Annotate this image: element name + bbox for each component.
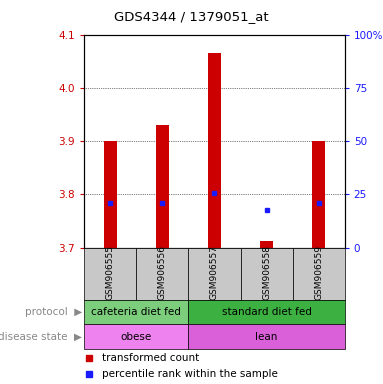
Bar bbox=[260, 241, 273, 248]
Text: obese: obese bbox=[121, 332, 152, 342]
Text: protocol  ▶: protocol ▶ bbox=[25, 307, 82, 317]
Bar bbox=[188, 324, 345, 349]
Bar bbox=[188, 248, 241, 300]
Bar bbox=[312, 141, 325, 248]
Bar bbox=[136, 248, 188, 300]
Text: standard diet fed: standard diet fed bbox=[222, 307, 311, 317]
Text: percentile rank within the sample: percentile rank within the sample bbox=[103, 369, 278, 379]
Text: GSM906555: GSM906555 bbox=[106, 245, 115, 300]
Text: GSM906556: GSM906556 bbox=[158, 245, 167, 300]
Bar bbox=[188, 300, 345, 324]
Text: lean: lean bbox=[255, 332, 278, 342]
Bar bbox=[156, 125, 169, 248]
Bar bbox=[84, 324, 188, 349]
Text: GSM906557: GSM906557 bbox=[210, 245, 219, 300]
Text: disease state  ▶: disease state ▶ bbox=[0, 332, 82, 342]
Text: GSM906558: GSM906558 bbox=[262, 245, 271, 300]
Bar bbox=[293, 248, 345, 300]
Bar bbox=[208, 53, 221, 248]
Bar bbox=[241, 248, 293, 300]
Bar bbox=[84, 248, 136, 300]
Text: GDS4344 / 1379051_at: GDS4344 / 1379051_at bbox=[114, 10, 269, 23]
Bar bbox=[104, 141, 117, 248]
Text: cafeteria diet fed: cafeteria diet fed bbox=[92, 307, 181, 317]
Bar bbox=[84, 300, 188, 324]
Text: GSM906559: GSM906559 bbox=[314, 245, 323, 300]
Text: transformed count: transformed count bbox=[103, 353, 200, 362]
